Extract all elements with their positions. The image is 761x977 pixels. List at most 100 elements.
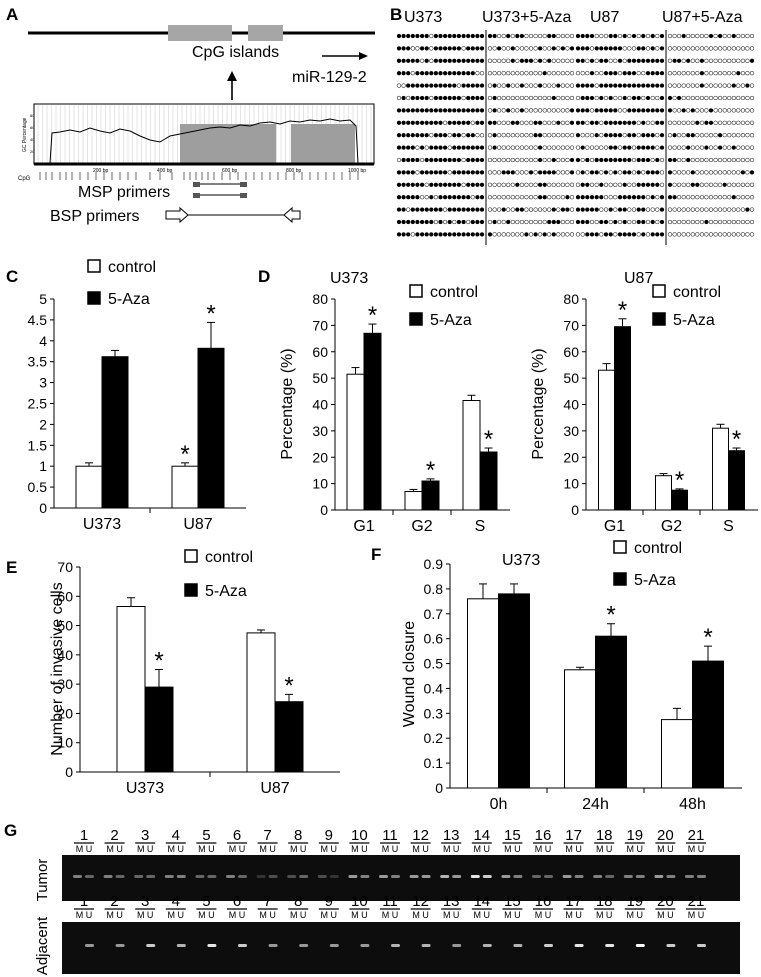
bar-control-u373 xyxy=(116,606,146,773)
methylated-cpg-dot xyxy=(424,46,429,51)
methylated-cpg-dot xyxy=(603,83,609,88)
gel-band-u xyxy=(146,875,156,878)
unmethylated-cpg-dot xyxy=(727,182,732,187)
unmethylated-cpg-dot xyxy=(501,108,506,113)
unmethylated-cpg-dot xyxy=(537,95,543,101)
methylated-cpg-dot xyxy=(433,71,439,76)
methylated-cpg-dot xyxy=(659,58,665,63)
methylated-cpg-dot xyxy=(585,83,590,88)
unmethylated-cpg-dot xyxy=(676,71,682,76)
panel-c-letter: C xyxy=(6,267,18,286)
methylated-cpg-dot xyxy=(580,120,585,125)
gel-band-m xyxy=(379,875,388,878)
gel-band-u xyxy=(85,944,94,947)
unmethylated-cpg-dot xyxy=(560,58,566,63)
lane-mu-label: M U xyxy=(321,844,338,854)
unmethylated-cpg-dot xyxy=(589,157,595,163)
methylated-cpg-dot xyxy=(429,83,434,88)
y-tick-label: 60 xyxy=(312,344,328,360)
methylated-cpg-dot xyxy=(608,207,613,212)
gel-band-u xyxy=(513,944,523,947)
y-tick-label: 70 xyxy=(312,317,328,333)
methylated-cpg-dot xyxy=(547,58,552,63)
gel-band-m xyxy=(287,875,297,878)
unmethylated-cpg-dot xyxy=(736,182,741,187)
methylated-cpg-dot xyxy=(466,232,471,237)
unmethylated-cpg-dot xyxy=(556,58,561,63)
methylated-cpg-dot xyxy=(410,108,415,113)
unmethylated-cpg-dot xyxy=(560,33,566,39)
unmethylated-cpg-dot xyxy=(542,145,547,150)
y-tick-label: 40 xyxy=(563,397,579,413)
methylated-cpg-dot xyxy=(410,182,415,187)
unmethylated-cpg-dot xyxy=(749,219,755,225)
gel-band-m xyxy=(562,875,572,878)
unmethylated-cpg-dot xyxy=(727,195,732,200)
unmethylated-cpg-dot xyxy=(599,232,604,237)
unmethylated-cpg-dot xyxy=(528,46,534,51)
gel-band-m xyxy=(470,875,480,878)
y-tick-label: 20 xyxy=(563,449,579,465)
unmethylated-cpg-dot xyxy=(510,71,515,76)
unmethylated-cpg-dot xyxy=(613,58,618,63)
gel-band-u xyxy=(574,875,584,878)
lane-number-adjacent: 18 xyxy=(596,893,613,910)
scale-tick-600: 600 bp xyxy=(222,168,238,174)
unmethylated-cpg-dot xyxy=(617,33,623,39)
methylated-cpg-dot xyxy=(438,46,443,51)
significance-star: * xyxy=(618,297,627,324)
methylated-cpg-dot xyxy=(461,33,466,39)
unmethylated-cpg-dot xyxy=(547,157,552,163)
unmethylated-cpg-dot xyxy=(690,195,695,200)
lane-number-tumor: 2 xyxy=(110,827,118,844)
methylated-cpg-dot xyxy=(599,219,604,225)
methylated-cpg-dot xyxy=(580,108,585,113)
y-tick-label: 0 xyxy=(435,780,443,796)
methylated-cpg-dot xyxy=(433,95,439,101)
methylated-cpg-dot xyxy=(617,120,623,125)
unmethylated-cpg-dot xyxy=(740,195,746,200)
unmethylated-cpg-dot xyxy=(708,207,714,212)
methylated-cpg-dot xyxy=(419,108,425,113)
methylated-cpg-dot xyxy=(396,71,402,76)
methylated-cpg-dot xyxy=(442,157,448,163)
legend-swatch-control xyxy=(652,284,666,298)
unmethylated-cpg-dot xyxy=(727,145,732,150)
unmethylated-cpg-dot xyxy=(676,157,682,163)
unmethylated-cpg-dot xyxy=(506,232,511,237)
methylated-cpg-dot xyxy=(433,33,439,39)
unmethylated-cpg-dot xyxy=(749,195,755,200)
methylated-cpg-dot xyxy=(461,232,466,237)
unmethylated-cpg-dot xyxy=(713,120,718,125)
methylated-cpg-dot xyxy=(396,170,402,175)
methylated-cpg-dot xyxy=(613,133,618,138)
methylated-cpg-dot xyxy=(506,170,511,175)
unmethylated-cpg-dot xyxy=(585,71,590,76)
methylated-cpg-dot xyxy=(594,108,599,113)
unmethylated-cpg-dot xyxy=(575,170,581,175)
methylated-cpg-dot xyxy=(676,95,682,101)
y-tick-label: 0 xyxy=(65,764,73,780)
methylated-cpg-dot xyxy=(410,145,415,150)
methylated-cpg-dot xyxy=(542,71,547,76)
unmethylated-cpg-dot xyxy=(667,46,673,51)
unmethylated-cpg-dot xyxy=(617,170,623,175)
methylated-cpg-dot xyxy=(406,182,411,187)
unmethylated-cpg-dot xyxy=(672,120,677,125)
unmethylated-cpg-dot xyxy=(560,219,566,225)
unmethylated-cpg-dot xyxy=(731,120,736,125)
methylated-cpg-dot xyxy=(447,195,452,200)
methylated-cpg-dot xyxy=(479,33,485,39)
methylated-cpg-dot xyxy=(645,58,651,63)
unmethylated-cpg-dot xyxy=(580,157,585,163)
unmethylated-cpg-dot xyxy=(560,133,566,138)
lane-number-tumor: 21 xyxy=(688,827,705,844)
unmethylated-cpg-dot xyxy=(510,133,515,138)
y-tick-label: 2.5 xyxy=(28,396,48,412)
methylated-cpg-dot xyxy=(492,219,497,225)
unmethylated-cpg-dot xyxy=(506,157,511,163)
methylated-cpg-dot xyxy=(659,108,665,113)
methylated-cpg-dot xyxy=(466,33,471,39)
lane-number-tumor: 19 xyxy=(626,827,643,844)
methylated-cpg-dot xyxy=(731,195,736,200)
